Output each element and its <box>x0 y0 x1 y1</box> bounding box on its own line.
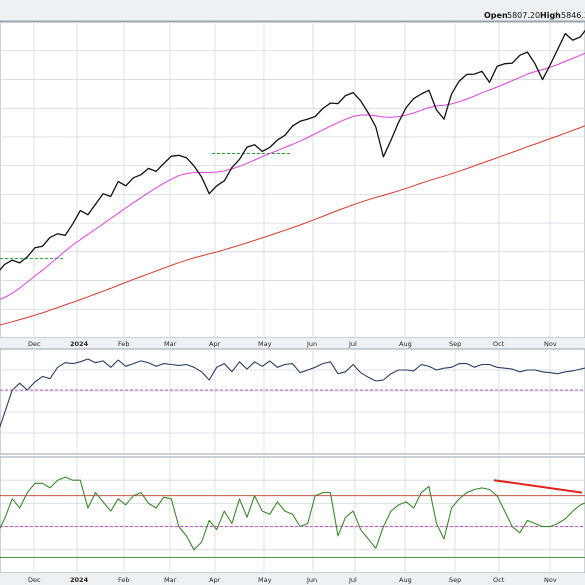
divergence-trendline <box>493 479 583 494</box>
indicator-line <box>0 358 585 429</box>
top-axis-label-aug: Aug <box>399 340 412 348</box>
open-value: 5807.20 <box>507 11 540 20</box>
price-line <box>0 29 585 271</box>
bottom-axis-label-dec: Dec <box>28 576 41 584</box>
bottom-axis-label-feb: Feb <box>118 576 130 584</box>
long-moving-average-line <box>0 125 585 326</box>
top-axis-label-oct: Oct <box>493 340 505 348</box>
price-series <box>0 29 585 326</box>
price-panel <box>0 21 585 339</box>
bottom-axis-label-mar: Mar <box>164 576 177 584</box>
bottom-axis-label-aug: Aug <box>399 576 412 584</box>
top-axis-label-nov: Nov <box>544 340 557 348</box>
x-axis-bottom: Dec 2024 Feb Mar Apr May Jun Jul Aug Sep Oct Nov <box>0 573 585 585</box>
price-breakouts <box>0 153 290 260</box>
indicator-panel-frame <box>0 348 585 455</box>
price-grid <box>0 22 585 338</box>
top-axis-label-apr: Apr <box>209 340 221 348</box>
short-moving-average-line <box>0 52 585 300</box>
top-axis-label-2024: 2024 <box>70 340 89 348</box>
bottom-axis-label-2024: 2024 <box>70 576 89 584</box>
top-axis-label-sep: Sep <box>449 340 461 348</box>
bottom-axis-label-jun: Jun <box>306 576 317 584</box>
top-axis-label-jun: Jun <box>306 340 317 348</box>
top-axis-label-feb: Feb <box>118 340 130 348</box>
x-axis-top-labels: Dec 2024 Feb Mar Apr May Jun Jul Aug Sep Oct Nov <box>28 340 557 348</box>
high-value: 5846.37 <box>561 11 585 20</box>
indicator-panel <box>0 348 585 455</box>
bottom-axis-label-nov: Nov <box>544 576 557 584</box>
bottom-axis-label-jul: Jul <box>348 576 357 584</box>
x-axis-bottom-band <box>0 573 585 585</box>
x-axis-top: Dec 2024 Feb Mar Apr May Jun Jul Aug Sep Oct Nov <box>0 338 585 349</box>
indicator-grid <box>0 349 585 454</box>
open-label: Open <box>484 11 508 20</box>
oscillator-line <box>0 476 585 551</box>
top-axis-label-mar: Mar <box>164 340 177 348</box>
high-label: High <box>540 11 561 20</box>
price-panel-frame <box>0 21 585 339</box>
bottom-axis-label-sep: Sep <box>449 576 461 584</box>
bottom-axis-label-oct: Oct <box>493 576 505 584</box>
oscillator-panel <box>0 456 585 574</box>
indicator-series <box>0 358 585 429</box>
top-bar-background <box>0 0 585 21</box>
top-bar: Open 5807.20 High 5846.37 <box>0 0 585 22</box>
top-axis-label-may: May <box>258 340 272 348</box>
x-axis-bottom-labels: Dec 2024 Feb Mar Apr May Jun Jul Aug Sep Oct Nov <box>28 576 557 584</box>
oscillator-series <box>0 476 585 558</box>
top-axis-label-dec: Dec <box>28 340 41 348</box>
bottom-axis-label-apr: Apr <box>209 576 221 584</box>
x-axis-top-band <box>0 338 585 349</box>
top-axis-label-jul: Jul <box>348 340 357 348</box>
bottom-axis-label-may: May <box>258 576 272 584</box>
